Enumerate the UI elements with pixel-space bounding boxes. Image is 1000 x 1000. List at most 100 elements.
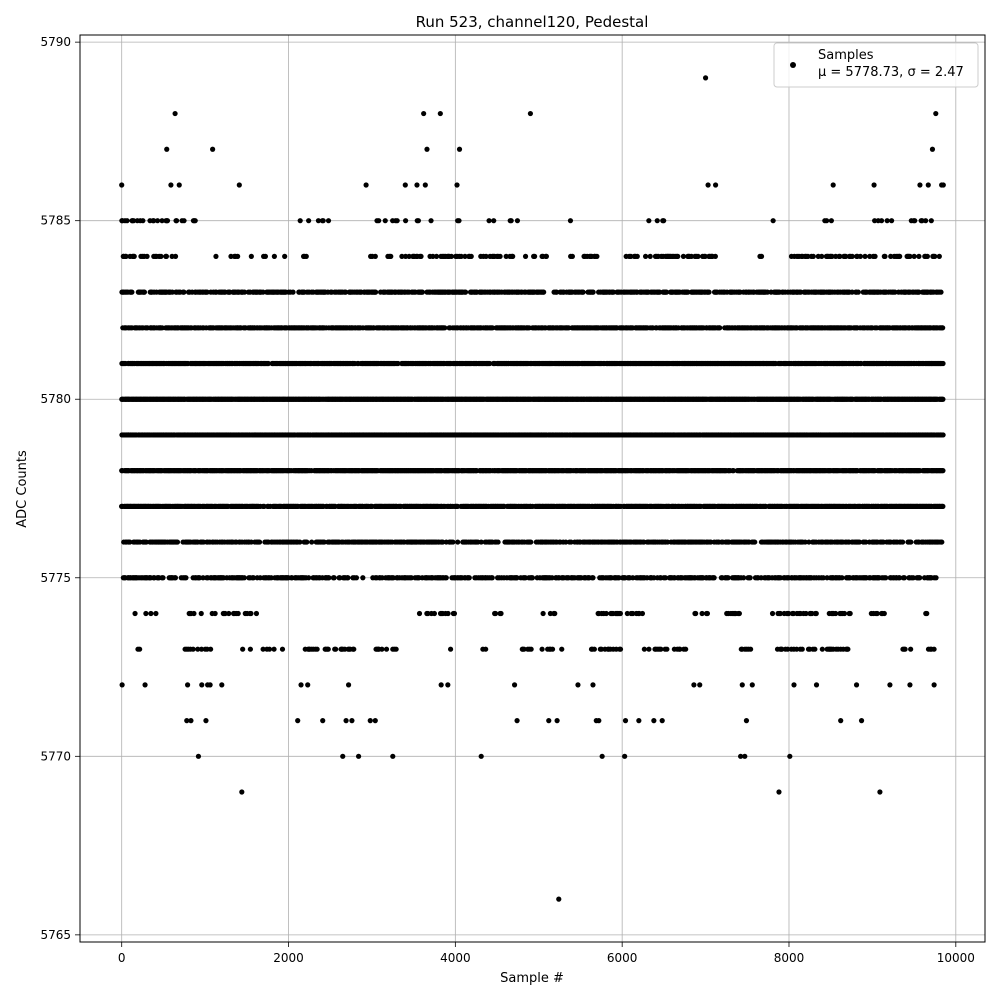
data-point	[878, 218, 885, 224]
data-point	[911, 253, 917, 259]
data-point	[810, 253, 816, 259]
data-point	[271, 253, 277, 259]
data-point	[642, 253, 649, 259]
data-point	[399, 253, 405, 259]
data-point	[144, 253, 150, 259]
data-point	[610, 289, 617, 295]
data-point	[685, 289, 691, 295]
data-point	[448, 253, 454, 259]
data-point	[462, 253, 468, 259]
data-point	[688, 253, 695, 259]
data-point	[174, 218, 180, 224]
data-point	[924, 253, 931, 259]
data-point	[376, 218, 382, 224]
data-point	[514, 218, 521, 224]
data-point	[418, 253, 424, 259]
data-point	[663, 289, 670, 295]
data-point	[888, 253, 894, 259]
data-point	[140, 218, 146, 224]
data-point	[758, 253, 765, 259]
data-point	[343, 289, 349, 295]
data-point	[580, 289, 586, 295]
data-point	[462, 289, 469, 295]
data-point	[594, 253, 600, 259]
data-point	[131, 218, 137, 224]
data-point	[388, 253, 394, 259]
data-point	[483, 253, 489, 259]
data-point	[702, 253, 708, 259]
data-point	[395, 360, 401, 367]
data-point	[282, 253, 288, 259]
data-point	[325, 218, 332, 224]
chart-title: Run 523, channel120, Pedestal	[416, 13, 649, 31]
data-point	[916, 289, 922, 295]
data-point	[456, 218, 462, 224]
data-point	[675, 253, 681, 259]
data-point	[706, 289, 712, 295]
data-point	[131, 253, 137, 259]
data-point	[442, 325, 448, 331]
data-point	[717, 325, 723, 331]
data-point	[712, 253, 718, 259]
data-point	[241, 289, 248, 295]
data-point	[458, 253, 464, 259]
data-point	[394, 218, 400, 224]
data-point	[590, 289, 596, 295]
data-point	[764, 289, 771, 295]
data-point	[382, 218, 388, 224]
data-point	[882, 253, 888, 259]
data-point	[912, 218, 918, 224]
data-point	[510, 253, 516, 259]
data-point	[857, 253, 864, 259]
data-point	[940, 325, 946, 331]
data-point	[855, 289, 861, 295]
data-point	[634, 253, 640, 259]
data-point	[680, 253, 687, 259]
data-point	[181, 218, 187, 224]
data-point	[543, 253, 550, 259]
data-point	[433, 253, 440, 259]
data-point	[141, 289, 148, 295]
data-point	[163, 253, 170, 259]
data-point	[661, 218, 667, 224]
data-point	[158, 253, 164, 259]
data-point	[892, 289, 898, 295]
data-point	[159, 218, 165, 224]
data-point	[828, 218, 834, 224]
data-point	[262, 253, 269, 259]
data-point	[428, 218, 434, 224]
data-point	[172, 253, 179, 259]
data-point	[151, 218, 157, 224]
data-point	[843, 253, 849, 259]
data-point	[695, 253, 701, 259]
data-point	[907, 253, 913, 259]
data-point	[872, 253, 878, 259]
data-point	[468, 253, 474, 259]
data-point	[248, 253, 254, 259]
data-point	[415, 218, 422, 224]
data-point	[129, 289, 135, 295]
data-point	[419, 289, 426, 295]
data-point	[373, 289, 379, 295]
data-point	[487, 360, 493, 367]
data-point	[940, 396, 946, 402]
data-point	[829, 253, 835, 259]
data-point	[923, 218, 929, 224]
data-point	[204, 289, 210, 295]
data-point	[315, 218, 322, 224]
data-point	[303, 253, 309, 259]
data-point	[569, 253, 575, 259]
data-point	[916, 253, 922, 259]
data-point	[819, 253, 825, 259]
data-point	[181, 289, 187, 295]
data-point	[940, 468, 946, 474]
data-point	[532, 253, 538, 259]
data-point	[932, 253, 938, 259]
data-point	[489, 325, 496, 331]
data-point	[872, 218, 878, 224]
data-points	[118, 75, 946, 902]
data-point	[402, 218, 409, 224]
data-point	[260, 289, 266, 295]
data-point	[522, 253, 529, 259]
